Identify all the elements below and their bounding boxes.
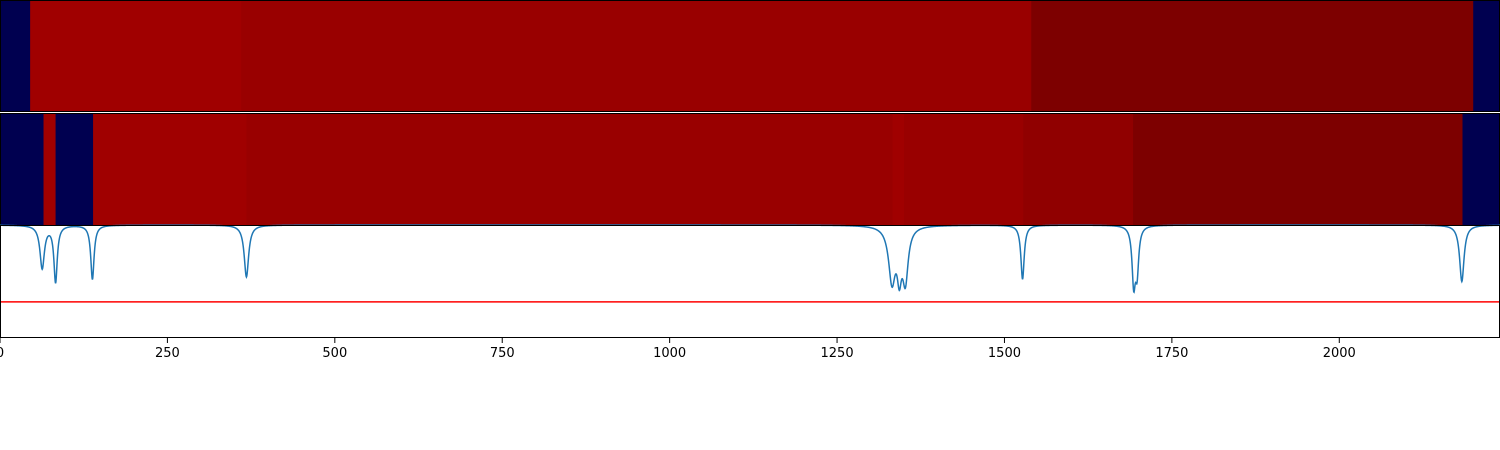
heatmap-top-segment — [0, 0, 31, 112]
line-panel: 0 250 500 750 1000 1250 1500 1750 2000 — [0, 224, 1500, 361]
x-tick-label: 250 — [155, 346, 180, 361]
heatmap-middle-segment — [1023, 113, 1134, 226]
x-tick-label: 0 — [0, 346, 4, 361]
heatmap-top-segment — [30, 0, 242, 112]
x-axis: 0 250 500 750 1000 1250 1500 1750 2000 — [0, 338, 1356, 361]
x-tick-label: 1750 — [1155, 346, 1188, 361]
x-tick-label: 500 — [322, 346, 347, 361]
heatmap-middle-segment — [55, 113, 94, 226]
heatmap-top-segment — [1031, 0, 1474, 112]
heatmap-middle-segment — [43, 113, 57, 226]
heatmap-middle-panel — [0, 113, 1500, 226]
heatmap-middle-segment — [1462, 113, 1500, 226]
heatmap-top-segment — [1473, 0, 1500, 112]
line-panel-background — [0, 225, 1500, 338]
heatmap-middle-segment — [93, 113, 247, 226]
heatmap-middle-segment — [246, 113, 894, 226]
heatmap-top-segment — [241, 0, 1032, 112]
heatmap-middle-segment — [892, 113, 905, 226]
heatmap-middle-segment — [904, 113, 1024, 226]
x-tick-label: 750 — [490, 346, 515, 361]
heatmap-middle-segment — [1133, 113, 1463, 226]
heatmap-top-panel — [0, 0, 1500, 112]
x-tick-label: 2000 — [1323, 346, 1356, 361]
heatmap-middle-segment — [0, 113, 45, 226]
x-tick-label: 1250 — [821, 346, 854, 361]
x-tick-label: 1500 — [988, 346, 1021, 361]
x-tick-label: 1000 — [653, 346, 686, 361]
